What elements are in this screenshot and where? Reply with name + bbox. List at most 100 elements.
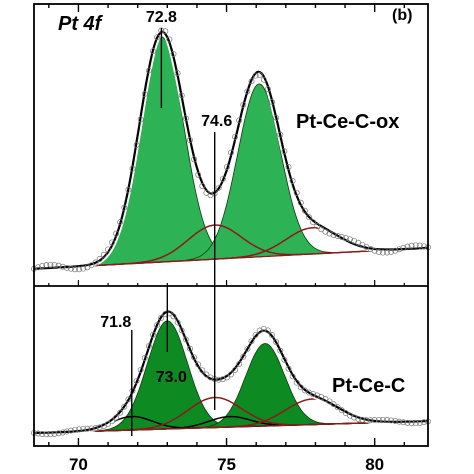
data-point [145, 67, 152, 74]
data-point [43, 262, 50, 269]
data-point [125, 186, 132, 193]
data-point [113, 230, 120, 237]
data-point [392, 247, 399, 254]
data-point [137, 366, 144, 373]
data-point [141, 355, 148, 361]
data-point [379, 416, 386, 423]
data-point [39, 431, 46, 437]
data-point [392, 418, 399, 424]
data-point [80, 265, 87, 272]
data-point [39, 263, 46, 269]
data-point [244, 345, 251, 352]
data-point [351, 414, 358, 421]
data-point [297, 384, 304, 391]
data-point [248, 338, 255, 345]
data-point [215, 184, 222, 191]
data-point [396, 246, 403, 253]
data-point [314, 392, 321, 399]
data-point [256, 72, 263, 79]
data-point [215, 376, 222, 383]
data-point [363, 417, 370, 424]
data-point [203, 371, 210, 378]
data-point [109, 418, 115, 425]
data-point [301, 207, 308, 214]
data-point [248, 78, 255, 85]
data-point [158, 314, 165, 321]
data-point [379, 249, 386, 256]
annotation-label-0-1: 74.6 [201, 113, 232, 130]
data-point [129, 165, 136, 172]
data-point [273, 339, 280, 345]
data-point [150, 48, 156, 55]
data-point [232, 366, 239, 373]
data-point [207, 374, 214, 381]
data-point [310, 219, 317, 226]
data-point [342, 235, 349, 242]
data-point [170, 313, 177, 320]
data-point [187, 137, 193, 144]
data-point [388, 248, 395, 255]
data-point [244, 88, 251, 95]
data-point [371, 247, 378, 254]
data-point [174, 70, 181, 77]
data-point [133, 141, 140, 148]
data-point [191, 354, 198, 361]
data-point [199, 367, 206, 374]
data-point [228, 371, 234, 378]
data-point [326, 398, 333, 405]
data-point [367, 417, 374, 424]
data-point [55, 430, 62, 437]
envelope-line-0 [33, 30, 428, 270]
axes: 70 75 80 [33, 3, 429, 474]
data-point [412, 242, 419, 249]
data-point [72, 426, 78, 433]
data-point [35, 430, 42, 437]
data-point [133, 377, 140, 384]
background-line-0 [33, 247, 428, 270]
data-point [170, 50, 177, 57]
data-point [166, 36, 173, 43]
data-point [187, 345, 193, 352]
data-point [162, 28, 169, 35]
data-point [355, 415, 362, 422]
data-point [359, 416, 366, 423]
data-point [260, 76, 267, 83]
data-point [80, 425, 87, 432]
data-point [43, 431, 50, 438]
data-point [367, 246, 374, 252]
data-point [63, 264, 70, 271]
data-point [371, 417, 378, 423]
data-point [240, 101, 247, 108]
data-point [420, 243, 427, 250]
data-point [178, 327, 185, 334]
data-point [228, 149, 234, 156]
data-point [260, 325, 267, 332]
data-point [117, 409, 124, 416]
data-point [104, 421, 111, 428]
data-point [297, 199, 304, 206]
upper-panel: 72.8 74.6 [31, 9, 431, 286]
data-point [219, 376, 226, 383]
data-point [125, 396, 132, 403]
data-point [412, 420, 419, 427]
lower-panel: 71.8 73.0 [31, 286, 431, 438]
data-point [264, 86, 271, 92]
data-point [76, 426, 83, 433]
data-point [306, 389, 312, 396]
data-point [55, 262, 62, 269]
x-tick-label: 70 [69, 455, 88, 474]
data-point [252, 331, 259, 338]
data-point [67, 427, 74, 434]
data-point [404, 243, 411, 250]
data-point [96, 424, 103, 431]
data-point [182, 336, 189, 343]
data-point [314, 223, 321, 230]
data-point [59, 263, 66, 270]
data-point [51, 262, 58, 268]
data-point [285, 365, 292, 372]
data-point [281, 148, 288, 155]
data-point [306, 214, 312, 221]
envelope-line-1 [34, 310, 429, 435]
data-point [351, 237, 358, 244]
data-point [92, 259, 99, 266]
